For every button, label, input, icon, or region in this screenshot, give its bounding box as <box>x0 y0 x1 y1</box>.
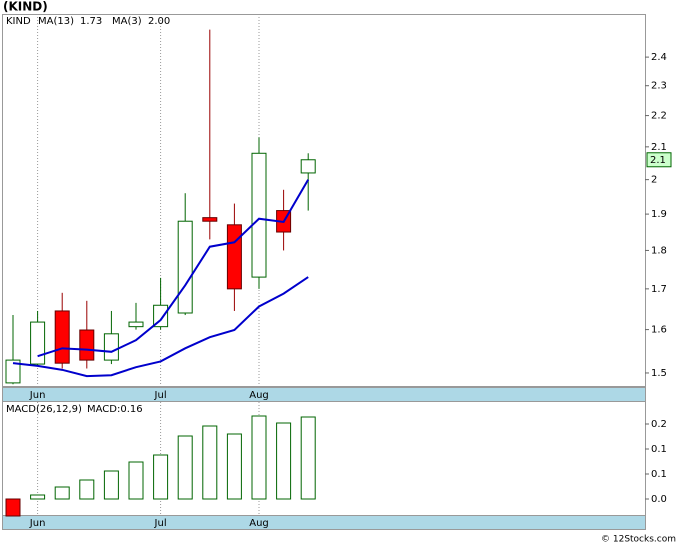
macd-bar <box>5 498 21 517</box>
y-tick-label: 1.7 <box>651 284 667 295</box>
panel-value: MACD:0.16 <box>87 404 143 415</box>
y-tick-label: 1.5 <box>651 368 667 379</box>
macd-bar <box>128 461 144 500</box>
y-tick-label: 2.4 <box>651 52 667 63</box>
macd-bar <box>79 479 95 500</box>
candle-body <box>202 217 218 222</box>
footer: © 12Stocks.com <box>601 535 676 545</box>
macd-bar <box>251 415 267 500</box>
macd-bar <box>30 494 46 500</box>
y-tick-label: 2 <box>651 175 657 186</box>
macd-bar <box>177 435 193 500</box>
candle-body <box>103 333 119 361</box>
x-tick-label: Jun <box>29 518 46 529</box>
legend-value: 1.73 <box>80 16 102 27</box>
x-tick-label: Jul <box>154 390 167 401</box>
ma-line <box>37 179 310 358</box>
candle-body <box>79 329 95 361</box>
candle-body <box>177 220 193 314</box>
macd-bar <box>153 454 169 500</box>
y-tick-label: 0.1 <box>651 444 667 455</box>
price-panel <box>2 14 646 387</box>
y-tick-label: 1.8 <box>651 245 667 256</box>
candle-body <box>251 152 267 278</box>
macd-bar <box>54 486 70 500</box>
candle-body <box>30 321 46 365</box>
legend-symbol: KIND <box>6 16 31 27</box>
y-tick-label: 0.1 <box>651 469 667 480</box>
legend-value: 2.00 <box>148 16 170 27</box>
y-tick-label: 0.0 <box>651 494 667 505</box>
macd-bar <box>226 433 242 500</box>
macd-bar <box>202 425 218 500</box>
y-tick-label: 1.9 <box>651 209 667 220</box>
last-price-label: 2.1 <box>650 155 666 166</box>
y-tick-label: 2.3 <box>651 81 667 92</box>
candle-body <box>54 310 70 364</box>
candle-body <box>226 224 242 290</box>
legend-name: MA(3) <box>112 16 142 27</box>
x-axis-band <box>2 387 646 402</box>
y-tick-label: 2.2 <box>651 111 667 122</box>
macd-bar <box>276 422 292 500</box>
last-price-box <box>646 152 672 168</box>
x-tick-label: Jul <box>154 518 167 529</box>
x-tick-label: Jun <box>29 390 46 401</box>
candle-body <box>5 359 21 384</box>
macd-panel <box>2 401 646 516</box>
panel-label: MACD(26,12,9) <box>6 404 82 415</box>
candle-body <box>153 304 169 328</box>
chart-title: (KIND) <box>3 0 48 14</box>
y-tick-label: 0.2 <box>651 419 667 430</box>
legend-name: MA(13) <box>38 16 74 27</box>
ma-line <box>12 276 309 378</box>
macd-bar <box>300 416 316 500</box>
macd-bar <box>103 470 119 500</box>
x-tick-label: Aug <box>249 390 269 401</box>
candle-body <box>128 321 144 328</box>
candle-body <box>300 159 316 174</box>
y-tick-label: 2.1 <box>651 142 667 153</box>
x-axis-band <box>2 515 646 530</box>
y-tick-label: 1.6 <box>651 325 667 336</box>
x-tick-label: Aug <box>249 518 269 529</box>
